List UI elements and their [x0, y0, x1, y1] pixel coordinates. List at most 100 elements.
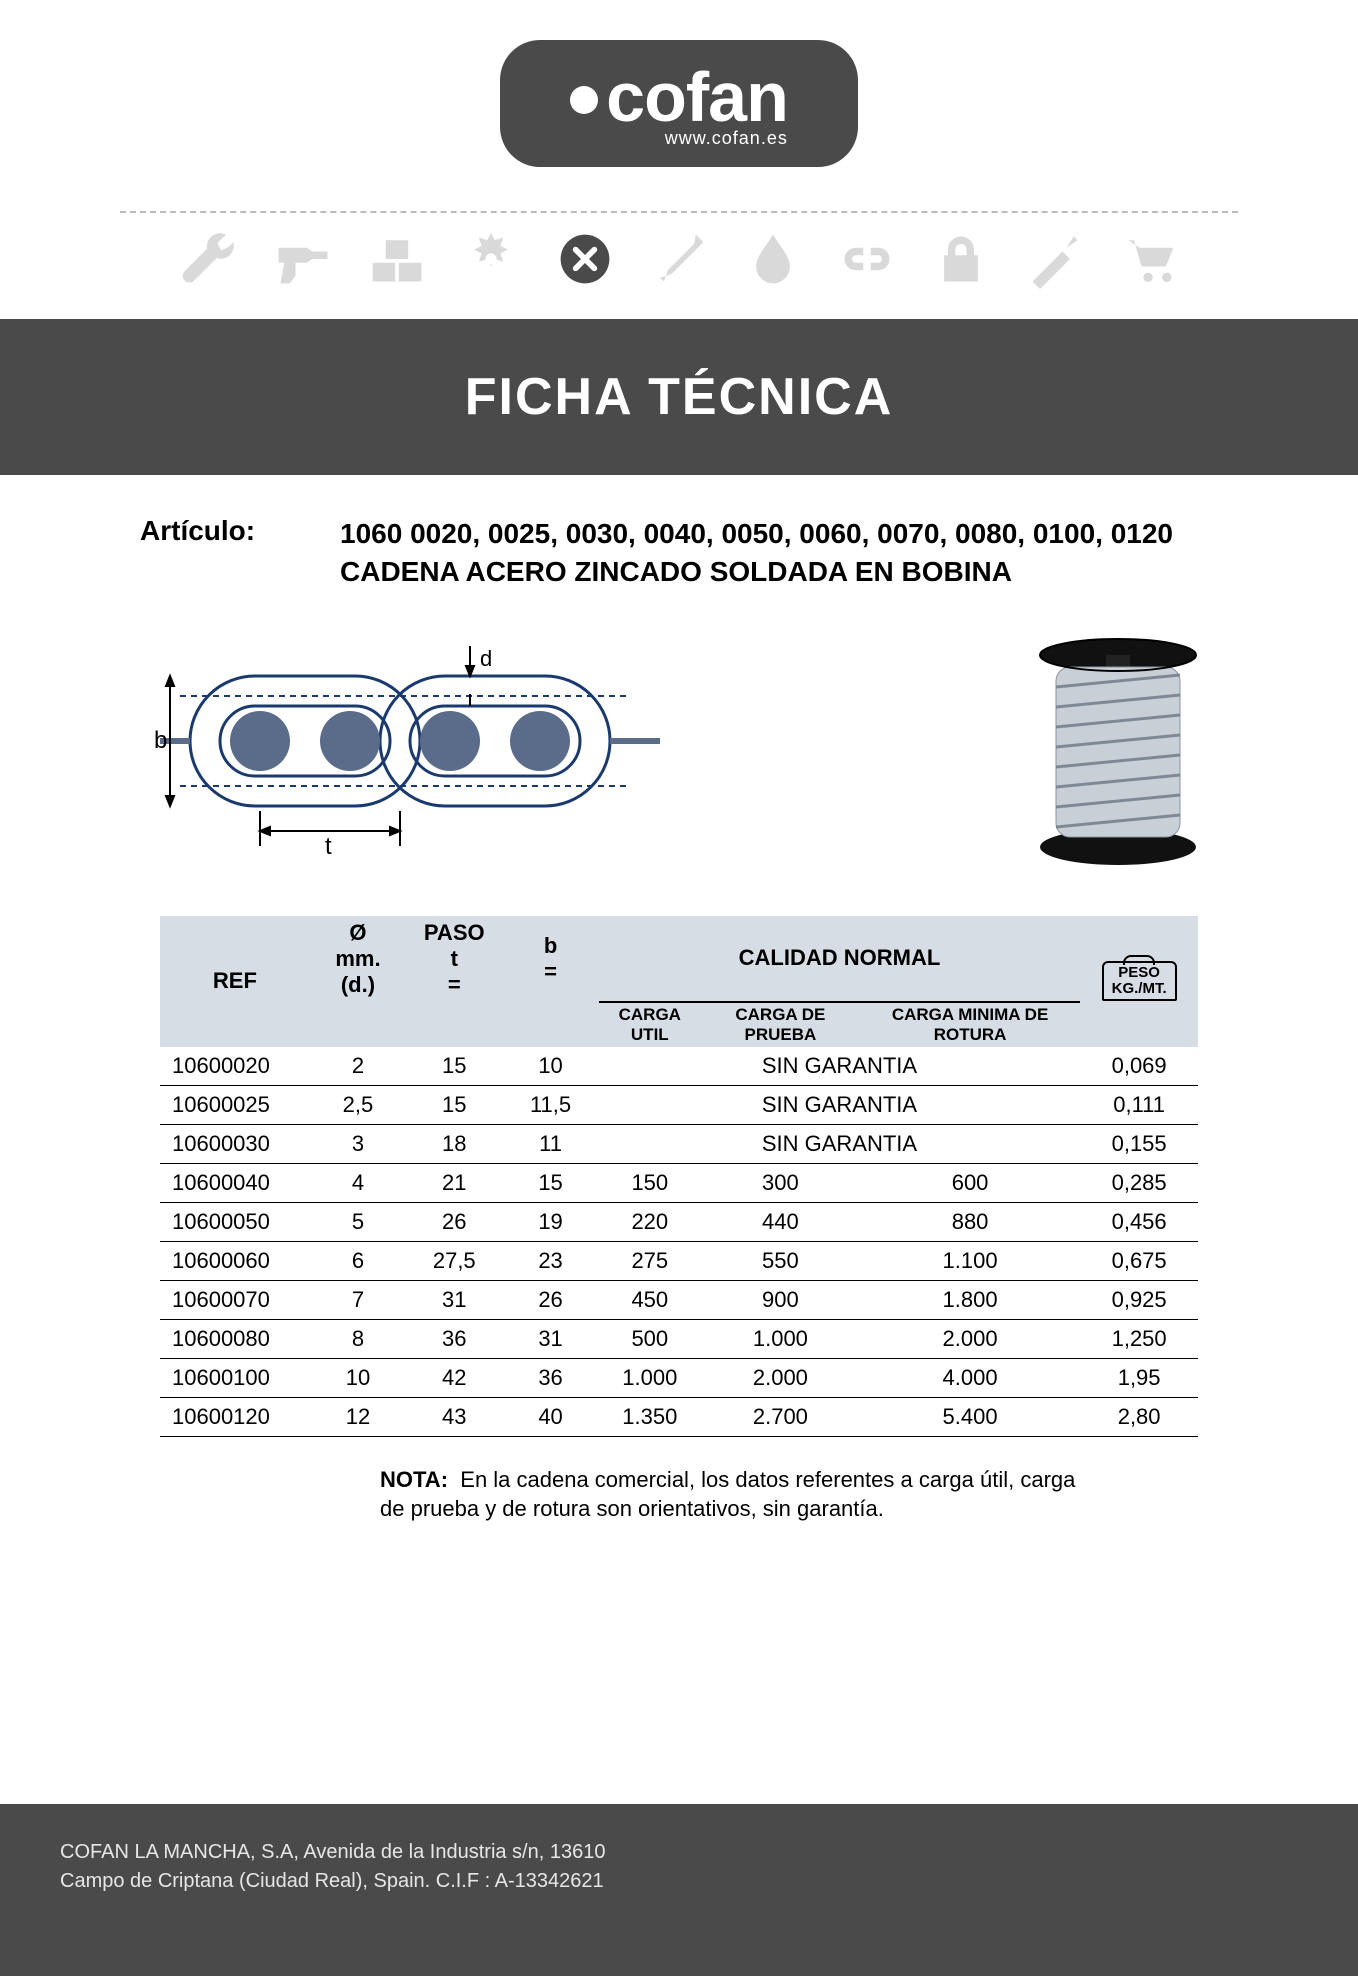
cell-d: 4 [310, 1163, 406, 1202]
cell-sin-garantia: SIN GARANTIA [599, 1085, 1081, 1124]
th-paso-bot: = [448, 972, 461, 997]
logo-url: www.cofan.es [570, 128, 788, 149]
note-block: NOTA: En la cadena comercial, los datos … [380, 1465, 1098, 1524]
cell-ref: 10600080 [160, 1319, 310, 1358]
logo-pill: cofan www.cofan.es [500, 40, 858, 167]
cell-peso: 2,80 [1080, 1397, 1198, 1436]
cell-b: 40 [502, 1397, 598, 1436]
cell-ref: 10600120 [160, 1397, 310, 1436]
footer-line-2: Campo de Criptana (Ciudad Real), Spain. … [60, 1867, 1298, 1896]
cell-util: 500 [599, 1319, 701, 1358]
diagram-label-d1: d [394, 728, 406, 753]
logo-dot-icon [570, 86, 598, 114]
cell-peso: 0,155 [1080, 1124, 1198, 1163]
cart-icon [1119, 229, 1179, 289]
footer: COFAN LA MANCHA, S.A, Avenida de la Indu… [0, 1804, 1358, 1976]
chain-link-diagram: b t d [150, 636, 670, 871]
cell-b: 11,5 [502, 1085, 598, 1124]
table-row: 10600070731264509001.8000,925 [160, 1280, 1198, 1319]
cell-peso: 0,675 [1080, 1241, 1198, 1280]
diagram-label-d2: d [480, 646, 492, 671]
cell-ref: 10600070 [160, 1280, 310, 1319]
cell-prueba: 900 [701, 1280, 860, 1319]
cell-prueba: 2.000 [701, 1358, 860, 1397]
cell-d: 8 [310, 1319, 406, 1358]
cell-d: 3 [310, 1124, 406, 1163]
note-text: En la cadena comercial, los datos refere… [380, 1467, 1075, 1522]
cell-d: 7 [310, 1280, 406, 1319]
articulo-codes: 1060 0020, 0025, 0030, 0040, 0050, 0060,… [340, 518, 1173, 549]
cell-d: 6 [310, 1241, 406, 1280]
cell-t: 43 [406, 1397, 502, 1436]
cell-ref: 10600040 [160, 1163, 310, 1202]
cell-peso: 0,111 [1080, 1085, 1198, 1124]
table-row: 10600060627,5232755501.1000,675 [160, 1241, 1198, 1280]
th-ref: REF [160, 916, 310, 1047]
cell-peso: 1,250 [1080, 1319, 1198, 1358]
th-b-bot: = [544, 959, 557, 984]
cell-ref: 10600050 [160, 1202, 310, 1241]
table-row: 10600050526192204408800,456 [160, 1202, 1198, 1241]
cell-ref: 10600100 [160, 1358, 310, 1397]
table-row: 106001001042361.0002.0004.0001,95 [160, 1358, 1198, 1397]
cell-t: 36 [406, 1319, 502, 1358]
th-carga-prueba: CARGA DE PRUEBA [701, 1002, 860, 1047]
table-row: 10600040421151503006000,285 [160, 1163, 1198, 1202]
th-diam-top: Ø [349, 920, 366, 945]
cell-sin-garantia: SIN GARANTIA [599, 1047, 1081, 1086]
trowel-icon [1025, 229, 1085, 289]
cell-util: 150 [599, 1163, 701, 1202]
cell-peso: 0,925 [1080, 1280, 1198, 1319]
cell-prueba: 1.000 [701, 1319, 860, 1358]
th-carga-util: CARGA UTIL [599, 1002, 701, 1047]
cell-rotura: 4.000 [860, 1358, 1080, 1397]
cell-t: 15 [406, 1085, 502, 1124]
th-b-top: b [544, 933, 557, 958]
cell-b: 11 [502, 1124, 598, 1163]
th-peso: PESO KG./MT. [1102, 961, 1177, 1001]
cell-prueba: 440 [701, 1202, 860, 1241]
title-banner: FICHA TÉCNICA [0, 319, 1358, 475]
cell-rotura: 600 [860, 1163, 1080, 1202]
cell-util: 275 [599, 1241, 701, 1280]
cell-rotura: 1.800 [860, 1280, 1080, 1319]
cell-peso: 1,95 [1080, 1358, 1198, 1397]
cell-b: 19 [502, 1202, 598, 1241]
th-diam-mid: mm. [335, 946, 380, 971]
cell-t: 15 [406, 1047, 502, 1086]
cell-t: 21 [406, 1163, 502, 1202]
cell-peso: 0,285 [1080, 1163, 1198, 1202]
cell-b: 10 [502, 1047, 598, 1086]
cell-b: 15 [502, 1163, 598, 1202]
th-paso-mid: t [451, 946, 458, 971]
cell-t: 42 [406, 1358, 502, 1397]
cell-rotura: 1.100 [860, 1241, 1080, 1280]
cell-ref: 10600030 [160, 1124, 310, 1163]
cell-peso: 0,069 [1080, 1047, 1198, 1086]
spec-table: REF Ø mm. (d.) PASO t = b [160, 916, 1198, 1437]
cell-d: 5 [310, 1202, 406, 1241]
cell-sin-garantia: SIN GARANTIA [599, 1124, 1081, 1163]
drill-icon [273, 229, 333, 289]
articulo-body: 1060 0020, 0025, 0030, 0040, 0050, 0060,… [340, 515, 1173, 591]
cell-peso: 0,456 [1080, 1202, 1198, 1241]
close-circle-icon [555, 229, 615, 289]
chain-icon [837, 229, 897, 289]
th-paso-top: PASO [424, 920, 485, 945]
cell-prueba: 2.700 [701, 1397, 860, 1436]
drop-icon [743, 229, 803, 289]
lock-icon [931, 229, 991, 289]
cell-util: 1.350 [599, 1397, 701, 1436]
cell-b: 31 [502, 1319, 598, 1358]
diagram-label-b: b [154, 727, 167, 754]
table-row: 1060002021510SIN GARANTIA0,069 [160, 1047, 1198, 1086]
table-row: 1060003031811SIN GARANTIA0,155 [160, 1124, 1198, 1163]
header-logo: cofan www.cofan.es [0, 0, 1358, 187]
cell-rotura: 880 [860, 1202, 1080, 1241]
articulo-desc: CADENA ACERO ZINCADO SOLDADA EN BOBINA [340, 556, 1012, 587]
bricks-icon [367, 229, 427, 289]
wrench-icon [179, 229, 239, 289]
diagram-label-t: t [325, 833, 332, 860]
cell-t: 31 [406, 1280, 502, 1319]
cell-t: 26 [406, 1202, 502, 1241]
